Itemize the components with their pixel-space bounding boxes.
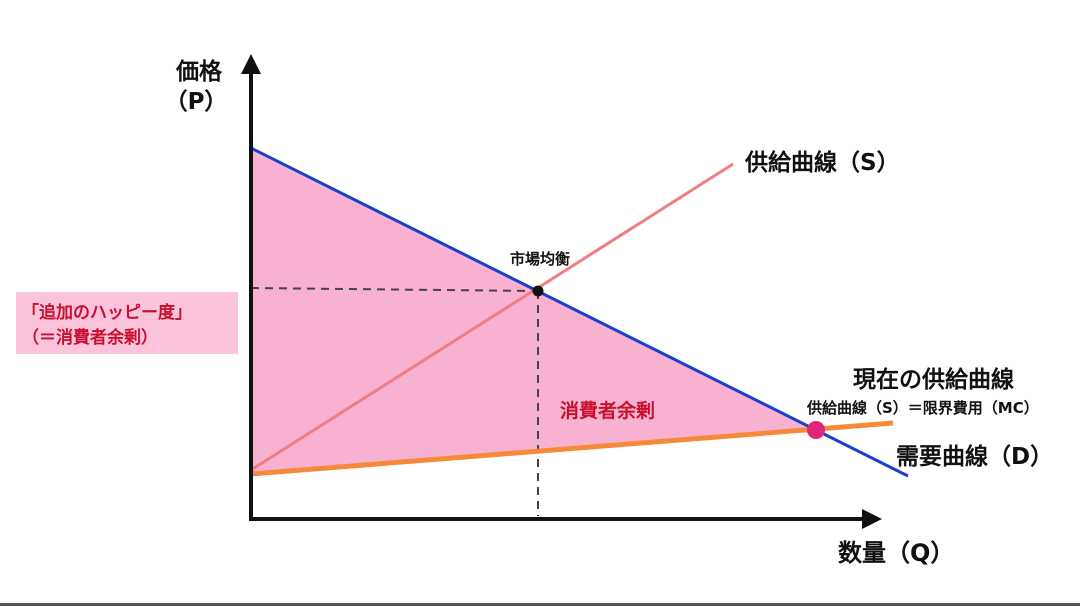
happiness-callout-line1: 「追加のハッピー度」 <box>22 302 192 323</box>
demand-curve-label: 需要曲線（D） <box>896 443 1053 470</box>
equilibrium-price-guide <box>250 287 539 292</box>
demand-curve <box>250 146 909 478</box>
x-axis-label: 数量（Q） <box>838 539 954 567</box>
current-supply-curve-label: 現在の供給曲線 <box>853 366 1014 393</box>
current-supply-curve-sublabel: 供給曲線（S）＝限界費用（MC） <box>806 399 1039 417</box>
y-axis-label-unit: （P） <box>165 88 228 115</box>
current-supply-curve <box>250 420 894 477</box>
y-axis-label: 価格 <box>175 58 223 85</box>
consumer-surplus-label: 消費者余剰 <box>560 399 655 422</box>
supply-curve <box>250 162 734 472</box>
new-equilibrium-point <box>807 421 825 439</box>
consumer-surplus-area <box>251 148 816 474</box>
market-equilibrium-point <box>532 285 544 297</box>
happiness-callout-line2: （＝消費者余剰） <box>22 327 158 348</box>
supply-curve-label: 供給曲線（S） <box>744 149 900 176</box>
market-equilibrium-label: 市場均衡 <box>510 250 570 268</box>
bottom-border <box>0 603 1080 606</box>
happiness-callout-box <box>16 292 238 354</box>
